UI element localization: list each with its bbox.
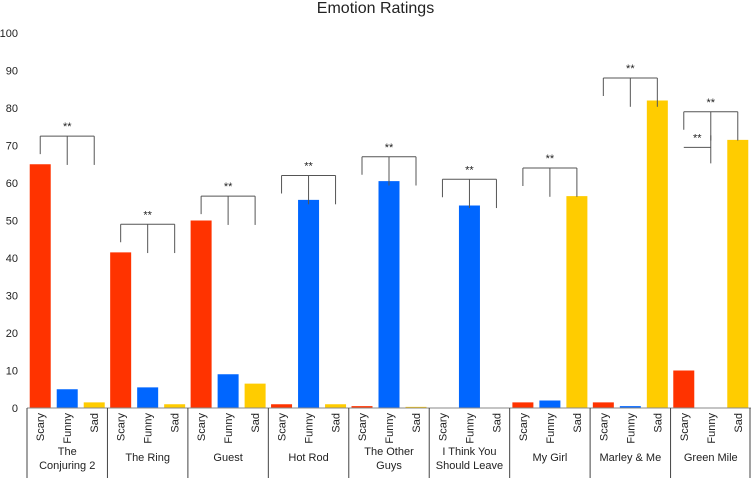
significance-label: **	[63, 121, 72, 133]
x-subcategory-label: Sad	[491, 413, 503, 433]
x-group-label: Hot Rod	[288, 452, 328, 464]
bar-scary	[592, 402, 614, 408]
y-tick-label: 40	[6, 253, 18, 265]
bar-funny	[378, 181, 400, 408]
x-subcategory-label: Sad	[170, 413, 182, 433]
bar-funny	[217, 374, 239, 408]
significance-label: **	[546, 153, 555, 165]
y-tick-label: 10	[6, 366, 18, 378]
bar-sad	[727, 139, 749, 408]
x-subcategory-label: Sad	[572, 413, 584, 433]
bar-sad	[164, 404, 186, 408]
chart-title: Emotion Ratings	[316, 0, 435, 17]
x-subcategory-label: Funny	[625, 413, 637, 444]
y-tick-label: 20	[6, 328, 18, 340]
x-group-label: Conjuring 2	[39, 460, 95, 472]
x-group-label: The	[58, 446, 77, 458]
bar-scary	[29, 164, 51, 408]
x-subcategory-label: Funny	[464, 413, 476, 444]
x-group-label: I Think You	[442, 446, 496, 458]
significance-label: **	[224, 181, 233, 193]
bar-sad	[405, 406, 427, 408]
significance-label: **	[693, 132, 702, 144]
bar-sad	[566, 196, 588, 408]
y-tick-label: 100	[0, 28, 18, 40]
bar-funny	[56, 389, 78, 408]
x-subcategory-label: Scary	[116, 413, 128, 442]
x-subcategory-label: Funny	[384, 413, 396, 444]
x-group-label: Guys	[376, 460, 402, 472]
x-subcategory-label: Funny	[62, 413, 74, 444]
bar-sad	[244, 383, 266, 408]
y-tick-label: 70	[6, 141, 18, 153]
significance-label: **	[304, 161, 313, 173]
y-tick-label: 50	[6, 216, 18, 228]
x-subcategory-label: Sad	[89, 413, 101, 433]
bar-sad	[325, 404, 347, 408]
significance-label: **	[465, 164, 474, 176]
significance-label: **	[626, 63, 635, 75]
x-subcategory-label: Sad	[652, 413, 664, 433]
significance-label: **	[143, 209, 152, 221]
x-subcategory-label: Scary	[679, 413, 691, 442]
x-subcategory-label: Sad	[733, 413, 745, 433]
x-subcategory-label: Sad	[331, 413, 343, 433]
x-subcategory-label: Sad	[411, 413, 423, 433]
x-subcategory-label: Sad	[250, 413, 262, 433]
x-group-label: My Girl	[532, 452, 567, 464]
bar-funny	[298, 199, 320, 408]
bar-funny	[539, 400, 561, 408]
y-tick-label: 0	[12, 403, 18, 415]
bar-scary	[271, 404, 293, 408]
x-subcategory-label: Scary	[437, 413, 449, 442]
x-group-label: Green Mile	[684, 452, 738, 464]
bar-scary	[512, 402, 534, 408]
x-group-label: Marley & Me	[599, 452, 661, 464]
bar-funny	[137, 387, 159, 408]
x-subcategory-label: Funny	[143, 413, 155, 444]
y-tick-label: 60	[6, 178, 18, 190]
x-subcategory-label: Scary	[518, 413, 530, 442]
x-group-label: The Ring	[125, 452, 170, 464]
y-tick-label: 30	[6, 291, 18, 303]
bar-scary	[673, 370, 695, 408]
x-subcategory-label: Funny	[545, 413, 557, 444]
bar-scary	[351, 406, 373, 408]
x-group-label: The Other	[364, 446, 414, 458]
y-tick-label: 80	[6, 103, 18, 115]
bar-scary	[190, 220, 212, 408]
x-group-label: Guest	[213, 452, 242, 464]
x-subcategory-label: Funny	[304, 413, 316, 444]
x-subcategory-label: Scary	[598, 413, 610, 442]
bar-sad	[83, 402, 105, 408]
significance-label: **	[385, 142, 394, 154]
x-subcategory-label: Scary	[357, 413, 369, 442]
x-subcategory-label: Scary	[196, 413, 208, 442]
bar-scary	[110, 252, 132, 408]
significance-label: **	[706, 97, 715, 109]
bar-funny	[458, 205, 480, 408]
x-subcategory-label: Funny	[223, 413, 235, 444]
x-group-label: Should Leave	[436, 460, 503, 472]
x-subcategory-label: Scary	[277, 413, 289, 442]
x-subcategory-label: Funny	[706, 413, 718, 444]
y-tick-label: 90	[6, 66, 18, 78]
bar-funny	[619, 406, 641, 408]
x-subcategory-label: Scary	[35, 413, 47, 442]
bar-sad	[646, 100, 668, 408]
